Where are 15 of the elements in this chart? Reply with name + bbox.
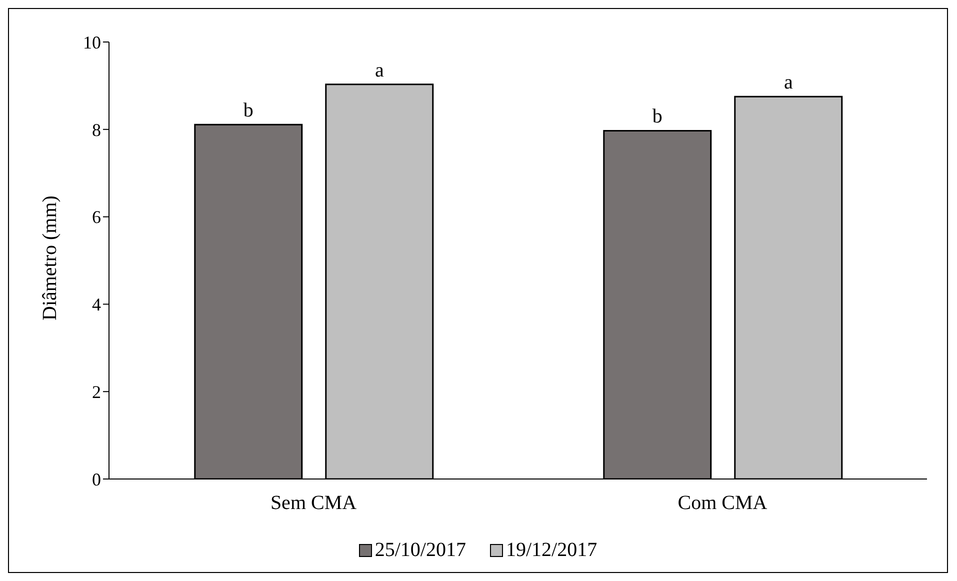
data-label: b <box>243 100 254 122</box>
y-tick-label: 10 <box>83 32 101 52</box>
y-axis-title: Diâmetro (mm) <box>39 196 62 320</box>
data-label: a <box>374 59 384 82</box>
y-tick-label: 2 <box>92 382 101 402</box>
y-tick-label: 6 <box>92 207 101 228</box>
y-tick-label: 8 <box>92 120 101 140</box>
data-label: b <box>652 106 662 128</box>
data-label: a <box>784 72 793 94</box>
y-tick-label: 4 <box>92 294 101 315</box>
legend-label: 25/10/2017 <box>374 539 466 562</box>
legend-label: 19/12/2017 <box>506 539 598 562</box>
y-tick-label: 0 <box>92 469 101 490</box>
x-tick-label: Sem CMA <box>270 492 358 514</box>
x-tick-label: Com CMA <box>678 492 768 514</box>
